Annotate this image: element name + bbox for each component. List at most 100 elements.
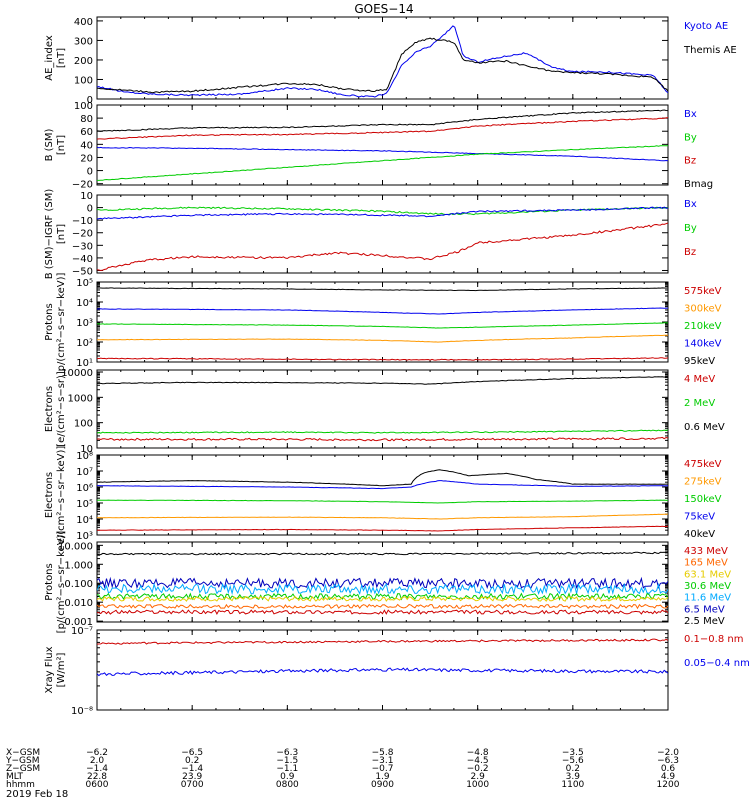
y-axis-label: Electronse/(cm²−s−sr−keV)] — [44, 446, 67, 545]
x-tick-label: 1.9 — [375, 772, 390, 782]
x-tick-label: −6.3 — [657, 756, 679, 766]
series-themis-ae — [97, 37, 668, 94]
y-tick-label: 40 — [80, 140, 93, 151]
series-0-05-0-4-nm — [97, 667, 668, 677]
plot-frame — [96, 16, 669, 100]
legend-by: By — [684, 223, 697, 234]
y-tick-label: 60 — [80, 127, 93, 138]
x-tick-label: 0.2 — [185, 756, 199, 766]
x-row-label: hhmm — [6, 780, 35, 790]
x-tick-label: 1000 — [466, 780, 489, 790]
y-tick-label: 10³ — [76, 531, 93, 542]
y-axis-label-line: Xray Flux — [44, 646, 55, 693]
y-tick-label: −30 — [72, 241, 93, 252]
legend-bmag: Bmag — [684, 179, 713, 190]
y-tick-label: 10.000 — [58, 541, 93, 552]
x-tick-label: −1.4 — [181, 764, 203, 774]
x-tick-label: 4.9 — [661, 772, 676, 782]
panel-7: 0.001 0.010 0.100 1.000 10.000Protons[p/(cm²… — [44, 531, 731, 634]
legend-63-1-mev: 63.1 MeV — [684, 569, 731, 580]
y-tick-label: −10 — [72, 216, 93, 227]
y-tick-label: 10² — [76, 338, 93, 349]
panel-6: 10³ 10⁴ 10⁵ 10⁶ 10⁷ 10⁸ Electronse/(cm²−s−sr−k… — [44, 446, 722, 545]
date-label: 2019 Feb 18 — [6, 789, 68, 800]
y-axis-label-line: AE_index — [44, 35, 55, 81]
legend-4-mev: 4 MeV — [684, 374, 715, 385]
series-75kev — [97, 480, 668, 490]
legend-0-6-mev: 0.6 MeV — [684, 422, 725, 433]
x-tick-label: −3.1 — [372, 756, 394, 766]
y-tick-label: 0.001 — [64, 617, 93, 628]
legend-165-mev: 165 MeV — [684, 558, 728, 569]
x-tick-label: 0.9 — [280, 772, 295, 782]
x-tick-label: 2.9 — [471, 772, 486, 782]
y-tick-label: −50 — [72, 266, 93, 277]
panel-8: 10⁻⁸ 10⁻⁷ Xray Flux[W/m²] 0.1−0.8 nm 0.05−0.… — [44, 626, 750, 717]
y-tick-label: 10⁷ — [76, 467, 93, 478]
x-axis-table: X−GSM −6.2 −6.5 −6.3 −5.8 −4.8 −3.5 −2.0 Y−GSM 2.… — [5, 748, 680, 790]
y-axis-label: Protons[p/(cm²−s−sr−keV)] — [44, 531, 67, 634]
legend-300kev: 300keV — [684, 304, 722, 315]
series-475kev — [97, 525, 668, 532]
legend-11-6-mev: 11.6 MeV — [684, 593, 731, 604]
x-tick-label: −3.5 — [562, 748, 584, 758]
y-tick-label: 100 — [74, 75, 93, 86]
x-tick-label: 23.9 — [182, 772, 202, 782]
legend-bx: Bx — [684, 199, 697, 210]
plot-frame — [96, 104, 669, 186]
y-axis-label: Electrons[e/(cm²−s−sr)] — [44, 371, 67, 447]
series-63-1-mev — [97, 595, 668, 602]
y-axis-label-line: B (SM)−IGRF (SM) — [44, 189, 55, 280]
x-tick-label: −5.8 — [372, 748, 394, 758]
panel-3: −50−40 −30−20 −100 10 B (SM)−IGRF (SM)[nT] Bx… — [44, 189, 697, 280]
legend-bz: Bz — [684, 247, 696, 258]
series-140kev — [97, 307, 668, 315]
x-tick-label: 3.9 — [566, 772, 581, 782]
y-tick-label: 1.000 — [64, 560, 93, 571]
series-bz — [97, 222, 668, 272]
x-row-label: Z−GSM — [6, 764, 40, 774]
series-433-mev — [97, 609, 668, 615]
y-tick-label: −20 — [72, 180, 93, 191]
y-tick-label: 1000 — [68, 393, 93, 404]
y-axis-label-line: [p/(cm²−s−sr−keV)] — [56, 531, 67, 634]
series-11-6-mev — [97, 582, 668, 596]
series-bmag — [97, 109, 668, 132]
y-tick-label: −20 — [72, 229, 93, 240]
x-tick-label: −1.1 — [276, 764, 298, 774]
legend-475kev: 475keV — [684, 459, 722, 470]
y-tick-label: 300 — [74, 36, 93, 47]
series-40kev — [97, 469, 668, 487]
x-row-label: MLT — [6, 772, 24, 782]
x-tick-label: −0.2 — [467, 764, 489, 774]
x-tick-label: −6.2 — [86, 748, 108, 758]
series-bx — [97, 146, 668, 162]
x-tick-label: 0900 — [371, 780, 394, 790]
legend-433-mev: 433 MeV — [684, 546, 728, 557]
y-tick-label: 10⁴ — [76, 298, 93, 309]
series-275kev — [97, 513, 668, 520]
x-tick-label: −2.0 — [657, 748, 679, 758]
y-axis-label-line: p/(cm²−s−sr−keV)] — [56, 273, 67, 372]
y-axis-label-line: [nT] — [56, 48, 67, 68]
series-by — [97, 206, 668, 216]
series-0-1-0-8-nm — [97, 638, 668, 645]
y-axis-label: Protonsp/(cm²−s−sr−keV)] — [44, 273, 67, 372]
y-tick-label: 10⁶ — [76, 483, 93, 494]
y-axis-label-line: [nT] — [56, 135, 67, 155]
series-2-5-mev — [97, 551, 668, 556]
series-kyoto-ae — [97, 25, 668, 98]
legend-140kev: 140keV — [684, 339, 722, 350]
y-tick-label: 0 — [87, 167, 93, 178]
y-tick-label: 200 — [74, 56, 93, 67]
y-tick-label: 10³ — [76, 318, 93, 329]
series-150kev — [97, 499, 668, 504]
y-axis-label: Xray Flux[W/m²] — [44, 646, 67, 693]
y-axis-label-line: Electrons — [44, 472, 55, 518]
y-tick-label: 20 — [80, 153, 93, 164]
legend-95kev: 95keV — [684, 356, 715, 367]
y-tick-label: 0.010 — [64, 598, 93, 609]
panel-1: 0 100 200 300 400 AE_index[nT] Kyoto AE Themis … — [44, 16, 737, 106]
y-tick-label: 10⁵ — [76, 278, 93, 289]
